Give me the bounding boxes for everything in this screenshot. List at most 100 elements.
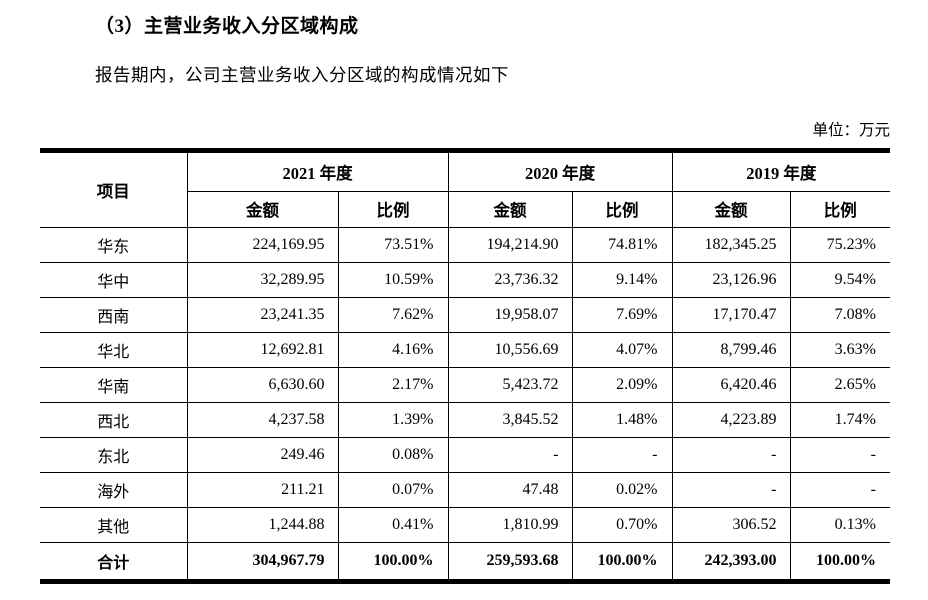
year-header-2020: 2020 年度 [447,153,673,192]
ratio-cell: 0.70% [571,506,673,543]
amount-cell: 249.46 [186,436,339,473]
amount-cell: 23,736.32 [447,261,573,298]
ratio-cell: 9.14% [571,261,673,298]
amount-cell: 6,420.46 [671,366,791,403]
ratio-cell: 7.69% [571,296,673,333]
amount-cell: - [671,471,791,508]
ratio-cell: 10.59% [337,261,449,298]
item-header-cell: 项目 [40,153,188,228]
ratio-cell: 9.54% [789,261,890,298]
ratio-cell: 7.08% [789,296,890,333]
ratio-cell: 0.41% [337,506,449,543]
table-top-double-rule [40,148,890,153]
amount-cell: - [447,436,573,473]
table-body: 华东 224,169.95 73.51% 194,214.90 74.81% 182,34… [40,226,890,579]
revenue-by-region-table: 项目 2021 年度 2020 年度 2019 年度 金额 比例 金额 比例 金… [40,148,890,584]
data-table: 项目 2021 年度 2020 年度 2019 年度 金额 比例 金额 比例 金… [40,153,890,579]
ratio-cell: 0.07% [337,471,449,508]
region-name: 华中 [40,261,188,298]
amount-cell: - [671,436,791,473]
amount-cell: 8,799.46 [671,331,791,368]
region-name: 其他 [40,506,188,543]
ratio-cell: 75.23% [789,226,890,263]
table-row: 西南 23,241.35 7.62% 19,958.07 7.69% 17,170.47 7… [40,296,890,333]
ratio-cell: - [789,436,890,473]
table-row: 西北 4,237.58 1.39% 3,845.52 1.48% 4,223.89 1.74… [40,401,890,438]
amount-header: 金额 [671,190,791,228]
amount-cell: 304,967.79 [186,541,339,579]
table-row: 华东 224,169.95 73.51% 194,214.90 74.81% 182,34… [40,226,890,263]
table-row: 东北 249.46 0.08% - - - - [40,436,890,473]
ratio-cell: - [789,471,890,508]
amount-cell: 17,170.47 [671,296,791,333]
year-header-2021: 2021 年度 [186,153,449,192]
amount-cell: 182,345.25 [671,226,791,263]
header-row-years: 项目 2021 年度 2020 年度 2019 年度 [40,153,890,228]
total-row: 合计 304,967.79 100.00% 259,593.68 100.00% 242,… [40,541,890,579]
amount-cell: 224,169.95 [186,226,339,263]
ratio-cell: - [571,436,673,473]
amount-cell: 23,126.96 [671,261,791,298]
ratio-cell: 4.16% [337,331,449,368]
table-row: 华南 6,630.60 2.17% 5,423.72 2.09% 6,420.46 2.65… [40,366,890,403]
ratio-cell: 0.08% [337,436,449,473]
amount-cell: 1,244.88 [186,506,339,543]
amount-cell: 242,393.00 [671,541,791,579]
ratio-cell: 0.13% [789,506,890,543]
amount-cell: 211.21 [186,471,339,508]
amount-cell: 4,223.89 [671,401,791,438]
amount-cell: 1,810.99 [447,506,573,543]
table-row: 华中 32,289.95 10.59% 23,736.32 9.14% 23,126.96… [40,261,890,298]
ratio-cell: 100.00% [789,541,890,579]
ratio-cell: 2.09% [571,366,673,403]
region-name: 海外 [40,471,188,508]
amount-cell: 47.48 [447,471,573,508]
amount-cell: 4,237.58 [186,401,339,438]
amount-cell: 10,556.69 [447,331,573,368]
ratio-cell: 73.51% [337,226,449,263]
amount-header: 金额 [187,190,339,228]
ratio-cell: 2.65% [789,366,890,403]
amount-cell: 306.52 [671,506,791,543]
ratio-cell: 7.62% [337,296,449,333]
ratio-cell: 3.63% [789,331,890,368]
table-row: 华北 12,692.81 4.16% 10,556.69 4.07% 8,799.46 3.… [40,331,890,368]
intro-text: 报告期内，公司主营业务收入分区域的构成情况如下 [95,65,509,85]
ratio-header: 比例 [789,190,890,228]
region-name: 东北 [40,436,188,473]
region-name: 西北 [40,401,188,438]
amount-cell: 6,630.60 [186,366,339,403]
amount-cell: 32,289.95 [186,261,339,298]
amount-cell: 259,593.68 [447,541,573,579]
total-label: 合计 [40,541,188,579]
amount-cell: 5,423.72 [447,366,573,403]
amount-cell: 12,692.81 [186,331,339,368]
table-row: 其他 1,244.88 0.41% 1,810.99 0.70% 306.52 0.13% [40,506,890,543]
amount-cell: 23,241.35 [186,296,339,333]
region-name: 西南 [40,296,188,333]
header-row-subcolumns: 金额 比例 金额 比例 金额 比例 [40,190,890,228]
amount-cell: 3,845.52 [447,401,573,438]
amount-cell: 19,958.07 [447,296,573,333]
ratio-header: 比例 [337,190,449,228]
ratio-header: 比例 [571,190,673,228]
year-header-2019: 2019 年度 [671,153,890,192]
ratio-cell: 100.00% [337,541,449,579]
amount-cell: 194,214.90 [447,226,573,263]
table-row: 海外 211.21 0.07% 47.48 0.02% - - [40,471,890,508]
section-title: （3）主营业务收入分区域构成 [95,16,359,37]
ratio-cell: 100.00% [571,541,673,579]
table-bottom-double-rule [40,579,890,584]
unit-label: 单位：万元 [812,122,890,139]
ratio-cell: 1.48% [571,401,673,438]
ratio-cell: 2.17% [337,366,449,403]
ratio-cell: 74.81% [571,226,673,263]
region-name: 华北 [40,331,188,368]
ratio-cell: 1.74% [789,401,890,438]
region-name: 华南 [40,366,188,403]
ratio-cell: 1.39% [337,401,449,438]
amount-header: 金额 [447,190,573,228]
ratio-cell: 4.07% [571,331,673,368]
region-name: 华东 [40,226,188,263]
